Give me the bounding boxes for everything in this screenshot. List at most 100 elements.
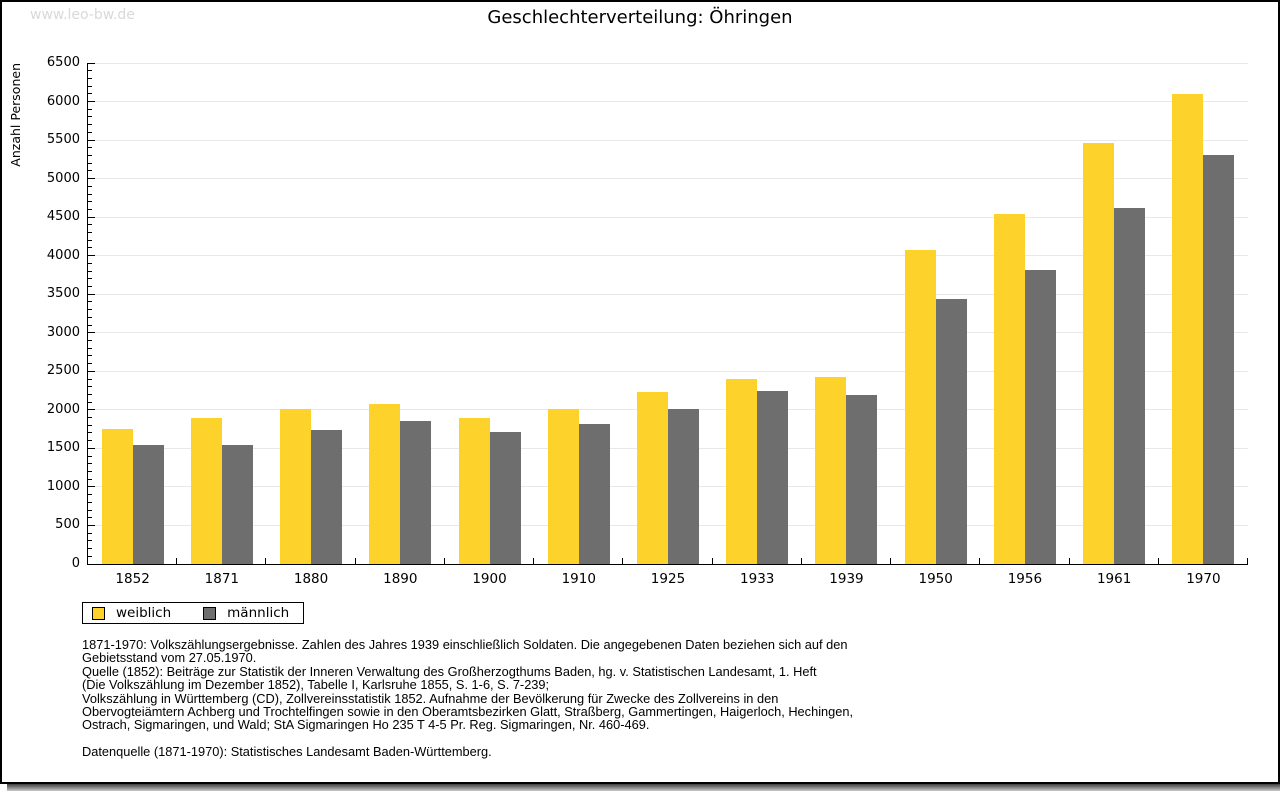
- gridline: [88, 255, 1248, 257]
- footnote-line: Obervogteiämtern Achberg und Trochtelfin…: [82, 704, 854, 720]
- y-axis-minor-tick: [88, 301, 92, 303]
- bar-weiblich-1939: [815, 377, 847, 564]
- y-axis-minor-tick: [88, 77, 92, 79]
- y-axis-minor-tick: [88, 316, 92, 318]
- y-axis-major-tick: [88, 139, 95, 141]
- bar-männlich-1925: [667, 409, 699, 564]
- footnote-line: Ostrach, Sigmaringen, und Wald; StA Sigm…: [82, 717, 650, 733]
- y-axis-minor-tick: [88, 424, 92, 426]
- x-axis-tick: [265, 558, 267, 564]
- bar-weiblich-1956: [993, 214, 1025, 564]
- y-axis-major-tick: [88, 409, 95, 411]
- y-axis-tick-label: 5500: [46, 132, 80, 148]
- bar-männlich-1950: [935, 298, 967, 564]
- x-axis-label-1956: 1956: [1007, 571, 1043, 587]
- bar-weiblich-1890: [369, 404, 401, 564]
- y-axis-tick-label: 2000: [46, 401, 80, 417]
- bar-group-1890: [356, 63, 445, 564]
- gridline: [88, 370, 1248, 372]
- y-axis-minor-tick: [88, 339, 92, 341]
- y-axis-minor-tick: [88, 70, 92, 72]
- footnote-line: Volkszählung in Württemberg (CD), Zollve…: [82, 690, 779, 706]
- y-axis-title: Anzahl Personen: [8, 63, 23, 167]
- bar-männlich-1910: [578, 423, 610, 564]
- y-axis-minor-tick: [88, 393, 92, 395]
- y-axis-major-tick: [88, 255, 95, 257]
- y-axis-minor-tick: [88, 116, 92, 118]
- bar-weiblich-1852: [101, 429, 133, 564]
- x-axis-tick: [176, 558, 178, 564]
- y-axis-major-tick: [88, 178, 95, 180]
- bar-group-1910: [534, 63, 623, 564]
- page-shadow: [7, 784, 1280, 791]
- y-axis-minor-tick: [88, 232, 92, 234]
- y-axis-tick-label: 0: [71, 556, 80, 571]
- y-axis-minor-tick: [88, 440, 92, 442]
- bar-weiblich-1925: [636, 392, 668, 564]
- legend-label: männlich: [227, 605, 290, 621]
- y-axis-minor-tick: [88, 286, 92, 288]
- y-axis-minor-tick: [88, 471, 92, 472]
- footnote-line: Quelle (1852): Beiträge zur Statistik de…: [82, 663, 817, 679]
- bar-group-1871: [177, 63, 266, 564]
- x-axis-label-1900: 1900: [472, 571, 507, 587]
- footnote-line: (Die Volkszählung im Dezember 1852), Tab…: [82, 677, 550, 693]
- x-axis-label-1950: 1950: [918, 571, 953, 587]
- y-axis-minor-tick: [88, 85, 92, 87]
- bar-männlich-1970: [1203, 154, 1235, 564]
- x-axis-tick: [622, 558, 624, 564]
- y-axis-minor-tick: [88, 501, 92, 503]
- bar-group-1900: [445, 63, 534, 564]
- y-axis-minor-tick: [88, 548, 92, 550]
- y-axis-tick-label: 3500: [46, 286, 80, 302]
- footnote-line: Gebietsstand vom 27.05.1970.: [82, 650, 257, 666]
- y-axis-minor-tick: [88, 509, 92, 511]
- y-axis-minor-tick: [88, 185, 92, 187]
- bar-männlich-1890: [400, 420, 432, 564]
- bar-weiblich-1933: [726, 379, 758, 564]
- bar-group-1950: [891, 63, 980, 564]
- y-axis-major-tick: [88, 332, 95, 334]
- gridline: [88, 178, 1248, 180]
- bar-männlich-1939: [846, 395, 878, 564]
- x-axis-tick: [354, 558, 356, 564]
- y-axis-minor-tick: [88, 478, 92, 480]
- y-axis-major-tick: [88, 216, 95, 218]
- y-axis-minor-tick: [88, 93, 92, 95]
- gridline: [88, 62, 1248, 64]
- bar-weiblich-1910: [547, 409, 579, 564]
- x-axis-tick: [890, 558, 892, 564]
- x-axis-label-1939: 1939: [829, 571, 864, 587]
- y-axis-minor-tick: [88, 108, 92, 110]
- y-axis-minor-tick: [88, 347, 92, 349]
- y-axis-tick-label: 1000: [46, 478, 80, 494]
- bar-männlich-1880: [311, 429, 343, 564]
- y-axis-minor-tick: [88, 555, 92, 557]
- footnote-line: 1871-1970: Volkszählungsergebnisse. Zahl…: [82, 637, 848, 652]
- bar-group-1961: [1070, 63, 1159, 564]
- y-axis-minor-tick: [88, 270, 92, 272]
- x-axis-tick: [1247, 558, 1248, 564]
- y-axis-minor-tick: [88, 417, 92, 419]
- chart-title: Geschlechterverteilung: Öhringen: [487, 7, 793, 28]
- legend-swatch-männlich: [203, 606, 217, 620]
- gridline: [88, 332, 1248, 334]
- y-axis-tick-label: 2500: [46, 363, 80, 379]
- y-axis-minor-tick: [88, 324, 92, 326]
- y-axis-minor-tick: [88, 262, 92, 264]
- y-axis-minor-tick: [88, 532, 92, 534]
- x-axis-label-1910: 1910: [561, 571, 596, 587]
- plot-area: 0 500 1000 1500 2000 2500 3000 3500 4000 4500 5000…: [47, 56, 1248, 587]
- legend-item-weiblich: weiblich: [92, 605, 171, 621]
- bar-group-1939: [802, 63, 891, 564]
- x-axis-label-1880: 1880: [293, 571, 329, 587]
- y-axis-minor-tick: [88, 124, 92, 126]
- x-axis-label-1871: 1871: [204, 571, 239, 587]
- x-axis-tick: [443, 558, 445, 564]
- y-axis-tick-label: 5000: [46, 170, 80, 186]
- y-axis-minor-tick: [88, 224, 92, 226]
- y-axis-major-tick: [88, 524, 95, 526]
- gridline: [88, 139, 1248, 141]
- y-axis-minor-tick: [88, 154, 92, 156]
